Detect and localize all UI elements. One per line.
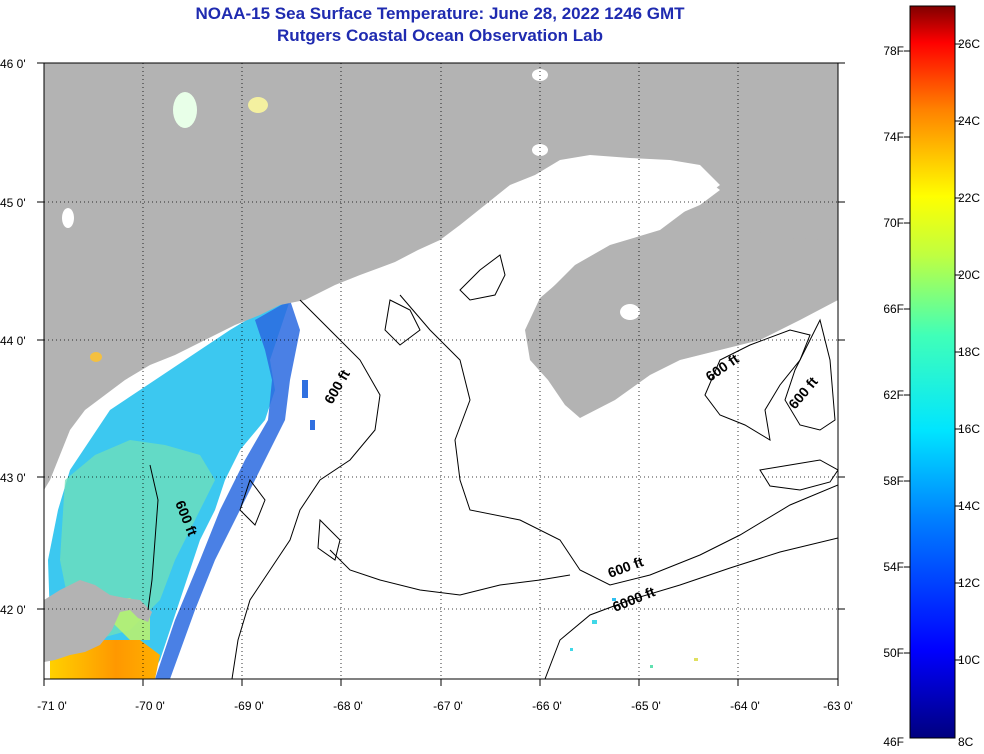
lat-label: 42 0'	[0, 603, 26, 617]
colorbar-f-label: 62F	[883, 388, 904, 402]
bay-of-fundy	[520, 165, 720, 300]
lon-label: -63 0'	[823, 699, 853, 713]
offshore-sst-pixels	[302, 350, 698, 668]
colorbar-f-labels: 78F 74F 70F 66F 62F 58F 54F 50F 46F	[883, 44, 904, 749]
lat-label: 46 0'	[0, 57, 26, 71]
colorbar-c-labels: 26C 24C 22C 20C 18C 16C 14C 12C 10C 8C	[958, 37, 980, 749]
colorbar-c-label: 24C	[958, 114, 980, 128]
colorbar-f-label: 74F	[883, 130, 904, 144]
colorbar-c-label: 14C	[958, 499, 980, 513]
lat-label: 43 0'	[0, 471, 26, 485]
colorbar-f-label: 78F	[883, 44, 904, 58]
land-mainland	[44, 63, 838, 490]
colorbar-f-label: 50F	[883, 646, 904, 660]
cloud-patch	[620, 304, 640, 320]
cloud-patch	[248, 97, 268, 113]
lon-label: -71 0'	[37, 699, 67, 713]
colorbar-c-label: 22C	[958, 191, 980, 205]
colorbar-f-label: 46F	[883, 735, 904, 749]
lon-label: -64 0'	[730, 699, 760, 713]
colorbar-ticks	[904, 43, 961, 661]
lon-label: -70 0'	[135, 699, 165, 713]
land-cape-cod	[44, 580, 152, 662]
lon-label: -65 0'	[631, 699, 661, 713]
lat-label: 45 0'	[0, 196, 26, 210]
map-title: NOAA-15 Sea Surface Temperature: June 28…	[195, 4, 685, 23]
longitude-labels: -71 0' -70 0' -69 0' -68 0' -67 0' -66 0…	[37, 699, 853, 713]
cloud-patch	[62, 208, 74, 228]
colorbar-f-label: 66F	[883, 302, 904, 316]
sst-offshore-edge	[155, 300, 300, 679]
lat-label: 44 0'	[0, 334, 26, 348]
lon-label: -67 0'	[433, 699, 463, 713]
land-nova-scotia	[525, 198, 838, 418]
cloud-patch	[90, 352, 102, 362]
lon-label: -66 0'	[532, 699, 562, 713]
map-subtitle: Rutgers Coastal Ocean Observation Lab	[277, 26, 603, 45]
colorbar-c-label: 10C	[958, 653, 980, 667]
colorbar-c-label: 26C	[958, 37, 980, 51]
colorbar-c-label: 12C	[958, 576, 980, 590]
lon-label: -69 0'	[234, 699, 264, 713]
colorbar-f-label: 70F	[883, 216, 904, 230]
cloud-patch	[532, 144, 548, 156]
colorbar	[909, 5, 956, 739]
colorbar-c-label: 20C	[958, 268, 980, 282]
axis-ticks	[37, 62, 845, 686]
lon-label: -68 0'	[333, 699, 363, 713]
graticule	[44, 63, 838, 679]
latitude-labels: 46 0' 45 0' 44 0' 43 0' 42 0'	[0, 57, 26, 617]
colorbar-f-label: 58F	[883, 474, 904, 488]
colorbar-f-label: 54F	[883, 560, 904, 574]
bathymetry-contours	[147, 254, 838, 679]
colorbar-c-label: 8C	[958, 735, 974, 749]
cloud-patch	[173, 92, 197, 128]
colorbar-c-label: 16C	[958, 422, 980, 436]
colorbar-c-label: 18C	[958, 345, 980, 359]
